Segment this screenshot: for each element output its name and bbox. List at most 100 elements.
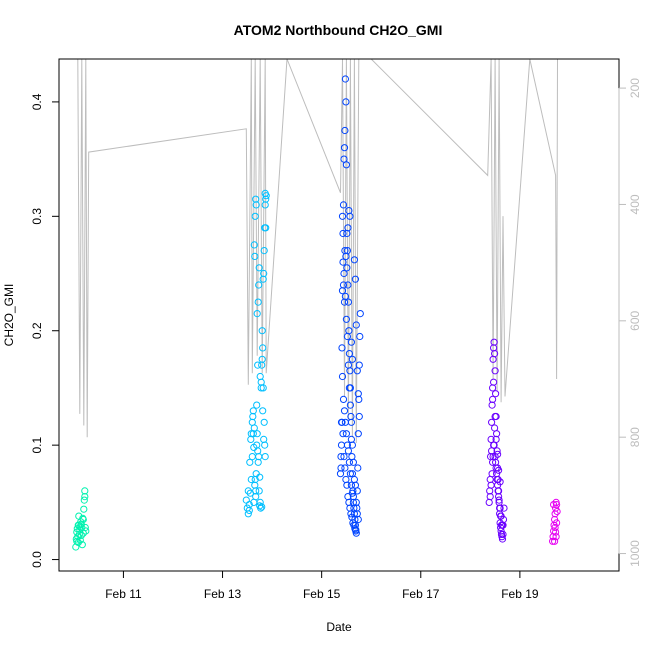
data-point — [255, 281, 263, 289]
data-point — [488, 418, 496, 426]
data-point — [259, 344, 267, 352]
data-point — [252, 470, 260, 478]
right-tick-label: 600 — [628, 310, 642, 330]
data-point — [354, 464, 362, 472]
data-point — [349, 458, 357, 466]
data-point — [80, 496, 88, 504]
right-axis: 200 400 600 800 1000 — [618, 78, 642, 567]
data-point — [490, 338, 498, 346]
data-point — [340, 269, 348, 278]
data-point — [345, 384, 353, 392]
series-4 — [485, 338, 508, 543]
right-tick-label: 800 — [628, 427, 642, 447]
series-3 — [336, 75, 364, 537]
data-point — [343, 264, 351, 272]
data-point — [254, 298, 262, 306]
data-point — [495, 466, 503, 474]
data-point — [491, 424, 499, 432]
data-point — [258, 503, 266, 511]
data-point — [553, 501, 561, 509]
data-point — [552, 528, 560, 536]
data-point — [549, 537, 557, 545]
data-point — [256, 473, 264, 481]
data-point — [253, 401, 261, 409]
data-point — [352, 498, 360, 506]
data-point — [491, 412, 499, 421]
data-point — [487, 481, 495, 489]
data-point — [490, 378, 498, 386]
data-point — [496, 478, 504, 486]
data-point — [346, 401, 354, 409]
data-point — [347, 510, 355, 518]
data-point — [341, 126, 349, 135]
data-point — [492, 390, 500, 398]
data-point — [356, 332, 364, 341]
data-point — [244, 510, 252, 518]
data-point — [82, 527, 90, 535]
x-axis: Feb 11 Feb 13 Feb 15 Feb 17 Feb 19 — [105, 570, 539, 601]
data-point — [347, 338, 355, 346]
data-point — [338, 344, 346, 352]
data-point — [255, 264, 263, 272]
data-point — [551, 523, 559, 532]
data-point — [496, 504, 504, 512]
data-point — [340, 144, 349, 152]
data-point — [247, 475, 255, 484]
data-point — [341, 464, 349, 472]
data-point — [261, 453, 269, 461]
data-point — [352, 526, 360, 534]
data-point — [492, 435, 500, 443]
data-point — [354, 430, 362, 438]
x-tick-label: Feb 13 — [204, 587, 242, 601]
data-point — [352, 529, 360, 537]
data-point — [489, 384, 497, 392]
data-point — [550, 501, 558, 509]
chart-title: ATOM2 Northbound CH2O_GMI — [234, 22, 443, 38]
data-point — [339, 229, 347, 238]
data-point — [76, 536, 84, 544]
data-point — [260, 247, 268, 255]
data-point — [487, 435, 495, 443]
data-point — [348, 355, 356, 363]
data-point — [345, 458, 353, 466]
data-point — [354, 515, 362, 524]
right-tick-label: 1000 — [628, 540, 642, 567]
data-point — [341, 292, 349, 300]
data-point — [342, 98, 350, 106]
data-point — [339, 258, 347, 266]
data-point — [262, 224, 270, 232]
data-point — [351, 525, 359, 533]
data-point — [340, 453, 348, 461]
scatter-points-layer — [72, 75, 561, 551]
data-point — [252, 487, 260, 495]
data-point — [344, 224, 352, 232]
x-tick-label: Feb 11 — [105, 587, 142, 601]
data-point — [257, 384, 265, 392]
x-tick-label: Feb 15 — [303, 587, 341, 601]
data-point — [73, 537, 81, 545]
data-point — [552, 533, 560, 541]
data-point — [344, 447, 352, 455]
data-point — [261, 189, 269, 197]
data-point — [486, 493, 494, 501]
data-point — [254, 447, 262, 455]
data-point — [349, 498, 357, 506]
data-point — [250, 498, 258, 506]
data-point — [488, 470, 496, 478]
data-point — [339, 201, 348, 209]
data-point — [347, 435, 355, 443]
data-point — [492, 464, 500, 472]
data-point — [340, 298, 349, 306]
data-point — [75, 512, 83, 520]
data-point — [255, 487, 263, 495]
data-point — [553, 519, 561, 527]
data-point — [254, 361, 262, 369]
data-point — [74, 538, 82, 547]
data-point — [339, 430, 347, 438]
data-point — [497, 512, 505, 520]
x-axis-label: Date — [326, 620, 352, 634]
plot-frame — [58, 58, 620, 572]
series-1 — [72, 487, 90, 551]
data-point — [260, 269, 268, 278]
data-point — [249, 430, 257, 438]
